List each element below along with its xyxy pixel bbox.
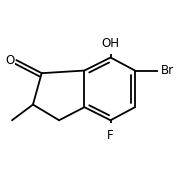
Text: F: F — [107, 129, 114, 142]
Text: OH: OH — [102, 37, 120, 51]
Text: O: O — [5, 54, 15, 67]
Text: Br: Br — [161, 64, 174, 77]
